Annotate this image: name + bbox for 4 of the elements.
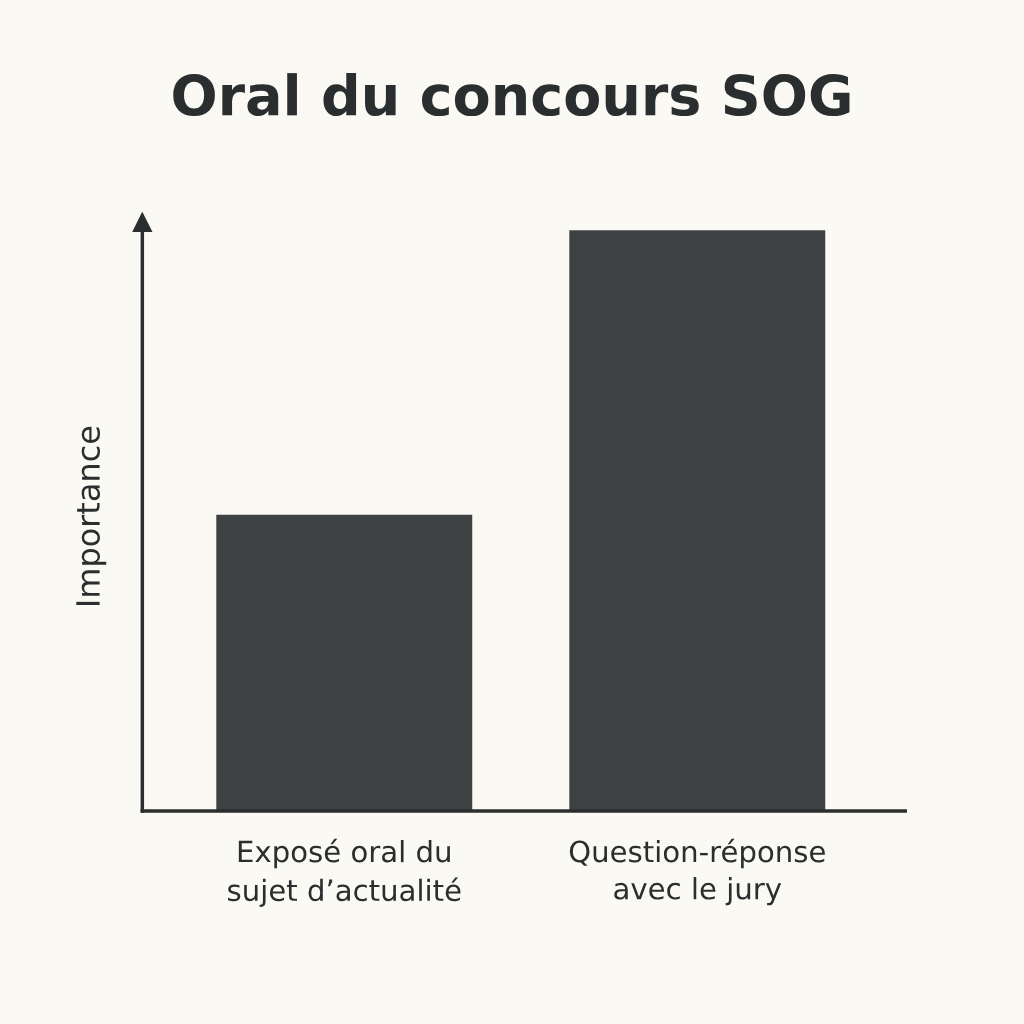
y-axis-title: Importance xyxy=(76,426,107,605)
x-tick-label: Exposé oral du sujet d’actualité xyxy=(228,838,461,907)
chart-title: Oral du concours SOG xyxy=(173,73,850,117)
x-tick-label: Question-réponse avec le jury xyxy=(569,838,825,906)
